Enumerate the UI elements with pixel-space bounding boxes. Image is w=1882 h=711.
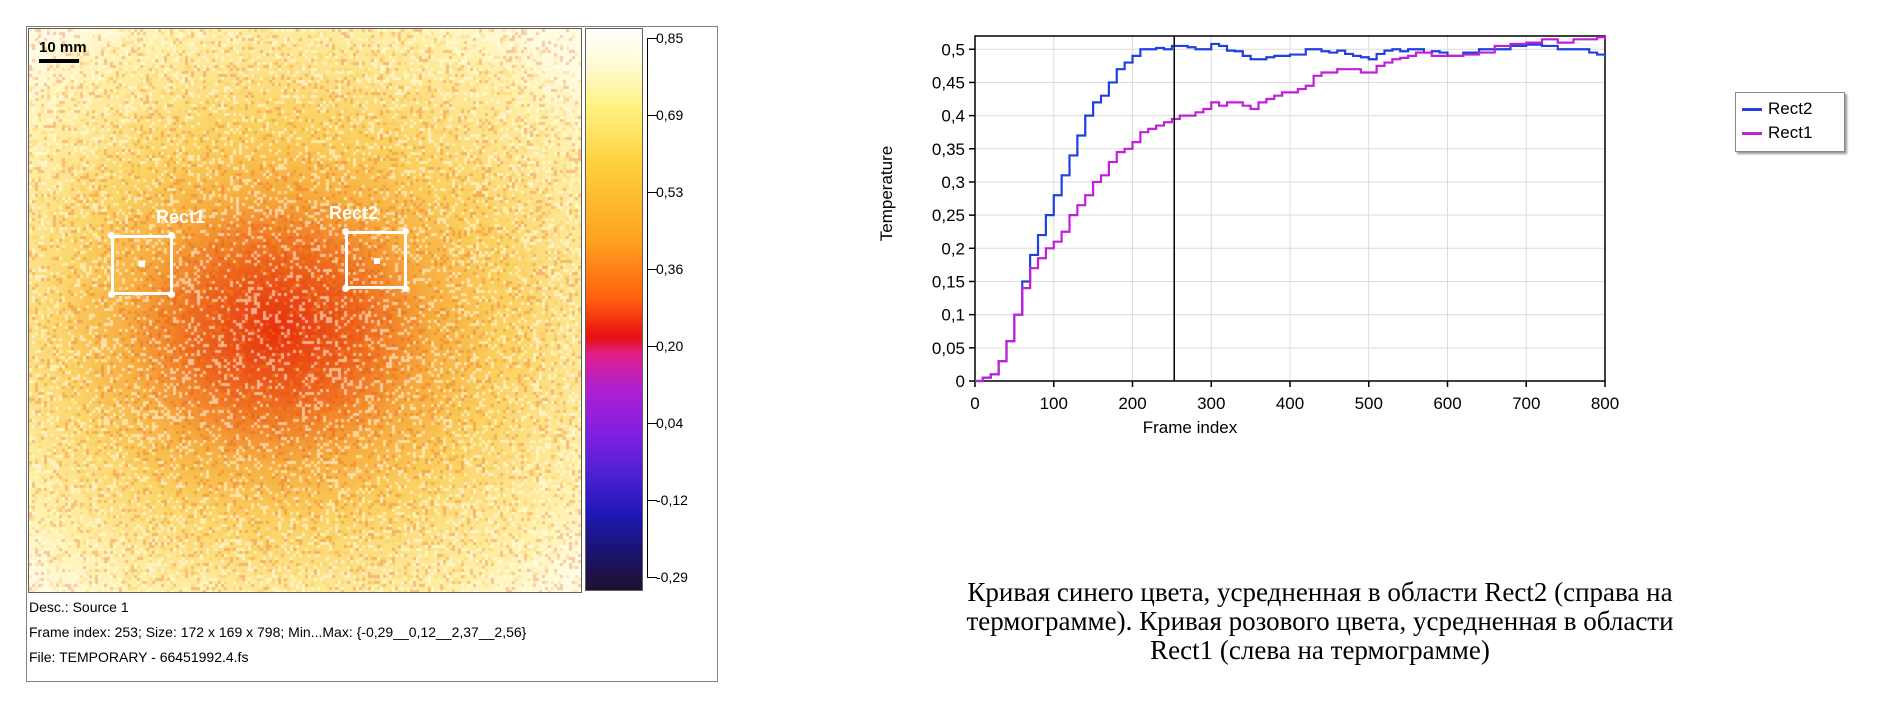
roi-rect2-handle[interactable] xyxy=(342,228,349,235)
thermogram-panel: 10 mm Rect1 Rect2 0,85 0,69 0,53 0,36 0,… xyxy=(26,26,718,682)
scale-label: 10 mm xyxy=(39,39,87,56)
y-axis-label: Temperature xyxy=(877,146,896,241)
info-frame: Frame index: 253; Size: 172 x 169 x 798;… xyxy=(29,624,527,640)
x-tick-label: 600 xyxy=(1433,394,1461,413)
colorbar-tick-label: -0,29 xyxy=(656,569,688,585)
colorbar-tick-label: 0,85 xyxy=(656,30,684,46)
colorbar-axis: 0,85 0,69 0,53 0,36 0,20 0,04 -0,12 -0,2… xyxy=(647,28,717,591)
legend-label: Rect2 xyxy=(1768,99,1813,118)
x-tick-label: 700 xyxy=(1512,394,1540,413)
y-tick-label: 0,15 xyxy=(932,272,965,291)
legend-item: Rect1 xyxy=(1742,121,1812,145)
colorbar xyxy=(585,28,643,591)
thermogram-image[interactable]: 10 mm Rect1 Rect2 xyxy=(28,28,582,593)
colorbar-tick-label: -0,12 xyxy=(656,492,688,508)
roi-rect1-handle[interactable] xyxy=(168,291,175,298)
roi-rect1-handle[interactable] xyxy=(108,291,115,298)
roi-label-rect2: Rect2 xyxy=(329,203,379,223)
y-tick-label: 0,5 xyxy=(941,40,965,59)
y-tick-label: 0,2 xyxy=(941,239,965,258)
roi-rect2[interactable] xyxy=(345,231,407,289)
colorbar-tick xyxy=(647,500,657,501)
y-tick-label: 0,45 xyxy=(932,73,965,92)
y-tick-label: 0,3 xyxy=(941,173,965,192)
legend-swatch xyxy=(1742,131,1762,135)
temperature-chart: 0 100 200 300 400 500 600 700 800 0 0,05 0,1 0,15 0,2… xyxy=(877,35,1619,437)
roi-label-rect1: Rect1 xyxy=(156,207,206,227)
roi-rect1-handle[interactable] xyxy=(108,232,115,239)
colorbar-tick-label: 0,53 xyxy=(656,184,684,200)
info-file: File: TEMPORARY - 66451992.4.fs xyxy=(29,649,249,665)
x-axis-label: Frame index xyxy=(1143,418,1238,437)
legend-swatch xyxy=(1742,107,1762,111)
x-tick-label: 300 xyxy=(1197,394,1225,413)
roi-rect1[interactable] xyxy=(111,235,173,295)
x-tick-label: 200 xyxy=(1118,394,1146,413)
colorbar-tick xyxy=(647,38,657,39)
figure-caption: Кривая синего цвета, усредненная в облас… xyxy=(790,578,1850,665)
scale-line xyxy=(39,59,79,63)
series-line-rect2 xyxy=(975,42,1607,383)
roi-rect1-handle[interactable] xyxy=(168,232,175,239)
x-tick-label: 800 xyxy=(1591,394,1619,413)
x-tick-label: 0 xyxy=(970,394,979,413)
series-line-rect1 xyxy=(975,36,1607,383)
x-tick-label: 400 xyxy=(1276,394,1304,413)
chart-legend: Rect2 Rect1 xyxy=(1735,92,1845,152)
roi-rect2-handle[interactable] xyxy=(402,285,409,292)
info-desc: Desc.: Source 1 xyxy=(29,599,129,615)
colorbar-tick-label: 0,36 xyxy=(656,261,684,277)
y-tick-label: 0,05 xyxy=(932,339,965,358)
x-tick-label: 500 xyxy=(1355,394,1383,413)
roi-rect2-handle[interactable] xyxy=(402,228,409,235)
colorbar-tick xyxy=(647,577,657,578)
roi-rect2-center xyxy=(374,258,380,264)
y-tick-label: 0,4 xyxy=(941,107,965,126)
y-tick-label: 0 xyxy=(956,372,965,391)
colorbar-tick-label: 0,20 xyxy=(656,338,684,354)
caption-line: термограмме). Кривая розового цвета, уср… xyxy=(966,606,1674,636)
colorbar-tick xyxy=(647,346,657,347)
y-tick-label: 0,25 xyxy=(932,206,965,225)
colorbar-spine xyxy=(647,38,648,578)
y-tick-label: 0,35 xyxy=(932,140,965,159)
colorbar-tick xyxy=(647,269,657,270)
thermogram-info: Desc.: Source 1 Frame index: 253; Size: … xyxy=(29,595,715,670)
roi-rect2-handle[interactable] xyxy=(342,285,349,292)
y-tick-label: 0,1 xyxy=(941,306,965,325)
colorbar-tick xyxy=(647,192,657,193)
legend-label: Rect1 xyxy=(1768,123,1813,142)
colorbar-tick-label: 0,69 xyxy=(656,107,684,123)
legend-item: Rect2 xyxy=(1742,97,1812,121)
x-tick-label: 100 xyxy=(1040,394,1068,413)
colorbar-tick xyxy=(647,115,657,116)
caption-line: Кривая синего цвета, усредненная в облас… xyxy=(967,577,1673,607)
roi-rect1-center xyxy=(139,261,145,267)
colorbar-tick-label: 0,04 xyxy=(656,415,684,431)
heat-noise-texture xyxy=(29,29,581,592)
caption-line: Rect1 (слева на термограмме) xyxy=(1150,635,1490,665)
colorbar-tick xyxy=(647,423,657,424)
